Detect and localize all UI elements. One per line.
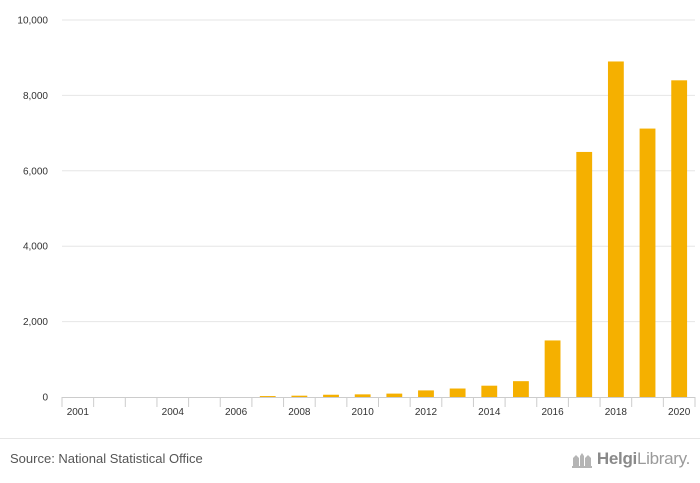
y-tick-label: 8,000 <box>23 91 48 102</box>
source-note: Source: National Statistical Office <box>10 451 203 466</box>
x-axis: 2001 2004 2006 2008 2010 2012 2014 2016 2018 2020 <box>61 397 696 418</box>
bar-2013 <box>449 388 466 397</box>
brand-name-light: Library. <box>636 449 690 468</box>
grid-lines <box>62 19 695 323</box>
x-tick-label: 2012 <box>415 407 438 418</box>
bar-2017 <box>576 151 593 397</box>
bar-2019 <box>639 128 656 398</box>
bar-2018 <box>607 61 624 397</box>
bar-2014 <box>481 385 498 397</box>
bar-2007 <box>259 396 276 397</box>
library-building-icon <box>571 453 592 468</box>
bar-2010 <box>354 394 371 397</box>
x-tick-label: 2010 <box>352 407 375 418</box>
brand-name: HelgiLibrary. <box>597 449 690 469</box>
x-tick-label: 2014 <box>478 407 501 418</box>
bar-chart: 0 2,000 4,000 6,000 8,000 10,000 2001 2004 2006… <box>17 16 696 418</box>
bar-2015 <box>513 381 529 397</box>
bar-2008 <box>291 395 308 397</box>
bar-2011 <box>386 393 403 397</box>
x-tick-label: 2006 <box>225 407 248 418</box>
y-tick-label: 2,000 <box>23 317 48 328</box>
y-axis: 0 2,000 4,000 6,000 8,000 10,000 <box>17 16 48 404</box>
chart-footer: Source: National Statistical Office Helg… <box>0 438 700 483</box>
x-tick-label: 2008 <box>288 407 311 418</box>
footer-divider <box>0 438 700 439</box>
bar-2009 <box>323 394 339 397</box>
bar-2012 <box>418 390 434 397</box>
x-tick-label: 2004 <box>162 407 185 418</box>
helgi-library-logo: HelgiLibrary. <box>571 448 690 470</box>
x-tick-label: 2018 <box>605 407 628 418</box>
y-tick-label: 10,000 <box>17 16 48 27</box>
y-tick-label: 0 <box>42 393 48 404</box>
y-tick-label: 4,000 <box>23 242 48 253</box>
bars <box>259 61 688 398</box>
y-tick-label: 6,000 <box>23 166 48 177</box>
bar-2020 <box>671 80 688 397</box>
bar-2016 <box>544 340 561 397</box>
x-tick-label: 2020 <box>668 407 691 418</box>
x-tick-label: 2016 <box>541 407 564 418</box>
x-tick-label: 2001 <box>67 407 90 418</box>
brand-name-bold: Helgi <box>596 449 637 468</box>
